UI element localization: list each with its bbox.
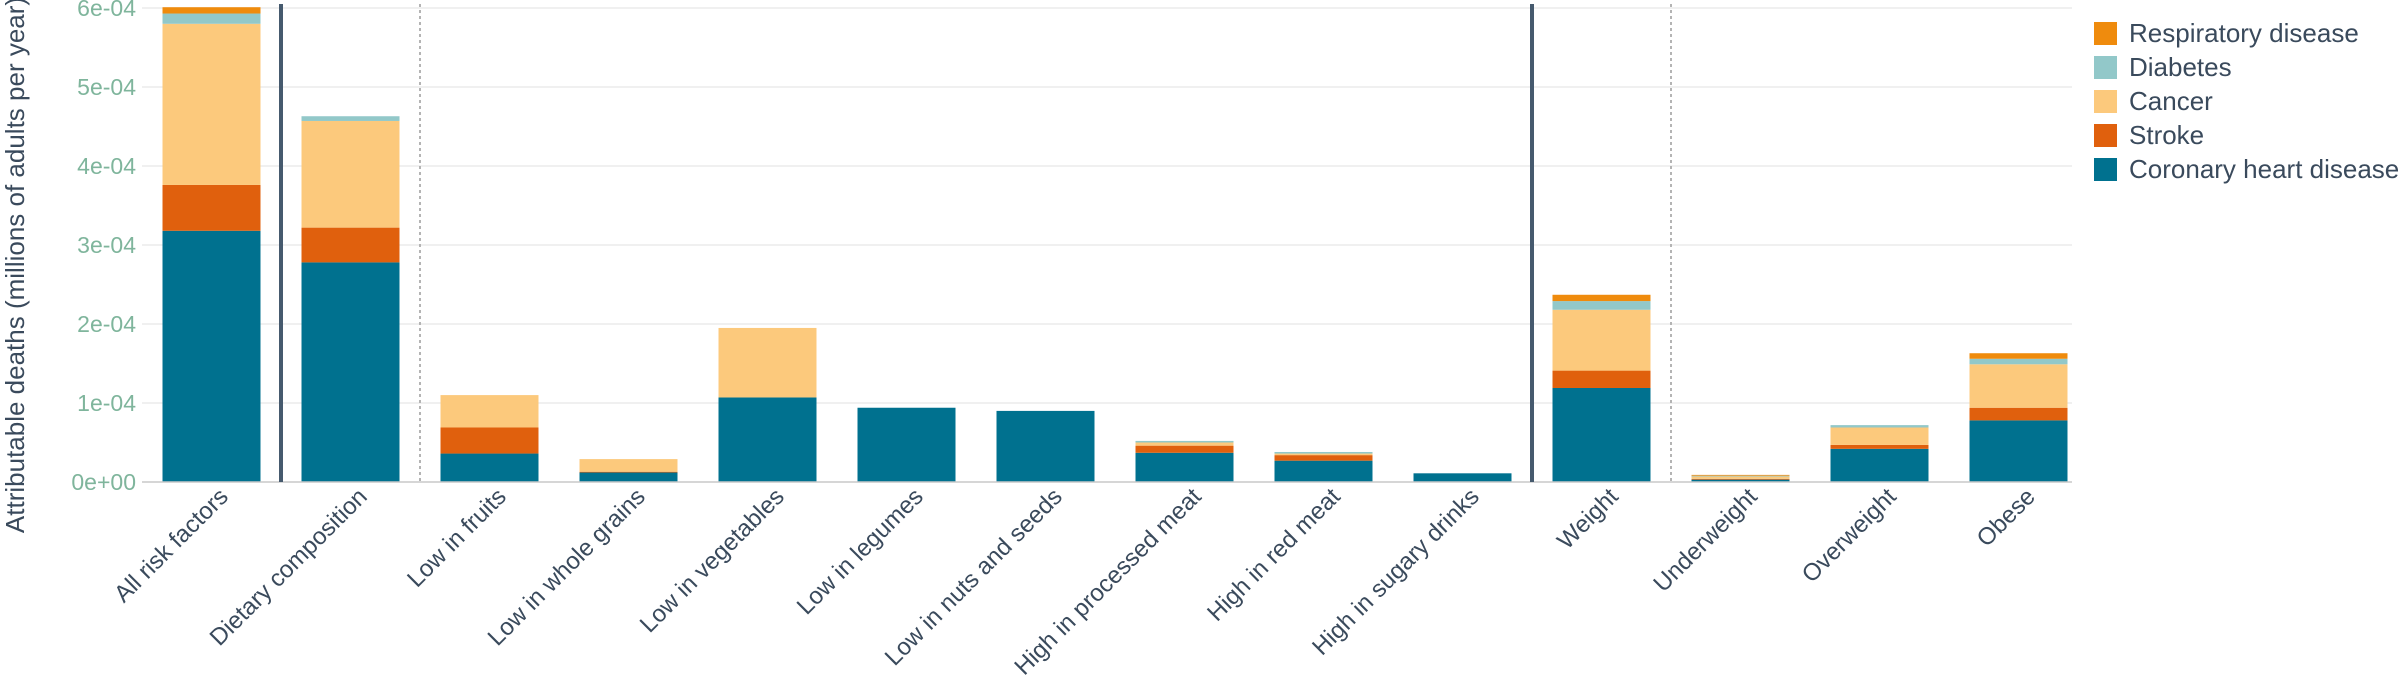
bar-low-in-fruits-coronary-heart-disease: [440, 453, 539, 482]
legend-item-respiratory-disease[interactable]: Respiratory disease: [2094, 16, 2399, 50]
y-tick-label-1: 1e-04: [77, 390, 136, 416]
legend-swatch-cancer: [2094, 89, 2117, 113]
bar-high-in-processed-meat-cancer: [1135, 442, 1234, 446]
bar-dietary-composition-coronary-heart-disease: [301, 262, 400, 482]
bar-high-in-red-meat-stroke: [1274, 455, 1373, 461]
legend-label-coronary-heart-disease: Coronary heart disease: [2129, 153, 2400, 184]
bar-dietary-composition-diabetes: [301, 116, 400, 121]
y-tick-label-6: 6e-04: [77, 0, 136, 21]
bar-dietary-composition-stroke: [301, 227, 400, 263]
bar-high-in-sugary-drinks-coronary-heart-disease: [1413, 473, 1512, 482]
legend-item-diabetes[interactable]: Diabetes: [2094, 50, 2399, 84]
bar-overweight-stroke: [1830, 444, 1929, 449]
bar-low-in-whole-grains-cancer: [579, 459, 678, 472]
chart-legend: Respiratory disease Diabetes Cancer Stroke C…: [2094, 16, 2399, 186]
bar-high-in-red-meat-coronary-heart-disease: [1274, 460, 1373, 482]
bar-overweight-coronary-heart-disease: [1830, 448, 1929, 482]
legend-swatch-respiratory-disease: [2094, 21, 2117, 45]
legend-swatch-coronary-heart-disease: [2094, 157, 2117, 181]
x-tick-label-low-in-fruits: Low in fruits: [402, 483, 512, 593]
y-tick-label-3: 3e-04: [77, 232, 136, 258]
bar-low-in-legumes-coronary-heart-disease: [857, 407, 956, 482]
legend-item-stroke[interactable]: Stroke: [2094, 118, 2399, 152]
x-tick-label-high-in-red-meat: High in red meat: [1202, 483, 1346, 627]
bar-weight-respiratory-disease: [1552, 294, 1651, 302]
legend-label-cancer: Cancer: [2129, 85, 2213, 116]
x-tick-label-dietary-composition: Dietary composition: [205, 483, 373, 651]
x-tick-label-overweight: Overweight: [1797, 483, 1902, 588]
bar-weight-stroke: [1552, 370, 1651, 388]
bar-underweight-stroke: [1691, 478, 1790, 480]
bar-low-in-nuts-and-seeds-coronary-heart-disease: [996, 410, 1095, 482]
bar-low-in-fruits-stroke: [440, 427, 539, 454]
bar-low-in-vegetables-cancer: [718, 327, 817, 398]
x-tick-label-low-in-whole-grains: Low in whole grains: [483, 483, 651, 651]
bar-obese-coronary-heart-disease: [1969, 420, 2068, 482]
bar-all-risk-factors-diabetes: [162, 13, 261, 24]
bar-high-in-processed-meat-diabetes: [1135, 440, 1234, 443]
x-tick-label-underweight: Underweight: [1648, 483, 1763, 598]
bar-underweight-cancer: [1691, 476, 1790, 479]
bar-high-in-processed-meat-coronary-heart-disease: [1135, 452, 1234, 482]
x-tick-label-all-risk-factors: All risk factors: [109, 483, 234, 608]
y-tick-label-2: 2e-04: [77, 311, 136, 337]
bar-weight-diabetes: [1552, 301, 1651, 310]
bar-underweight-coronary-heart-disease: [1691, 479, 1790, 482]
bar-all-risk-factors-cancer: [162, 23, 261, 185]
legend-label-respiratory-disease: Respiratory disease: [2129, 17, 2359, 48]
y-tick-label-4: 4e-04: [77, 153, 136, 179]
bar-underweight-diabetes: [1691, 475, 1790, 477]
legend-swatch-diabetes: [2094, 55, 2117, 79]
bar-dietary-composition-cancer: [301, 120, 400, 228]
x-tick-label-weight: Weight: [1552, 483, 1624, 555]
bar-overweight-cancer: [1830, 427, 1929, 445]
bar-all-risk-factors-coronary-heart-disease: [162, 230, 261, 482]
bar-low-in-whole-grains-coronary-heart-disease: [579, 472, 678, 482]
bar-underweight-respiratory-disease: [1691, 474, 1790, 476]
bar-all-risk-factors-stroke: [162, 184, 261, 231]
bar-obese-respiratory-disease: [1969, 353, 2068, 359]
bar-obese-cancer: [1969, 364, 2068, 408]
legend-label-stroke: Stroke: [2129, 119, 2205, 150]
bar-weight-coronary-heart-disease: [1552, 387, 1651, 482]
bar-obese-diabetes: [1969, 358, 2068, 365]
bar-weight-cancer: [1552, 309, 1651, 371]
bar-low-in-fruits-cancer: [440, 395, 539, 428]
bar-high-in-processed-meat-stroke: [1135, 445, 1234, 453]
bar-obese-stroke: [1969, 407, 2068, 421]
x-tick-label-obese: Obese: [1972, 483, 2041, 552]
legend-swatch-stroke: [2094, 123, 2117, 147]
bar-low-in-whole-grains-stroke: [579, 471, 678, 473]
y-tick-label-0: 0e+00: [71, 469, 136, 495]
bar-all-risk-factors-respiratory-disease: [162, 7, 261, 14]
legend-item-cancer[interactable]: Cancer: [2094, 84, 2399, 118]
y-tick-label-5: 5e-04: [77, 74, 136, 100]
y-axis-title: Attributable deaths (millions of adults …: [0, 0, 30, 533]
bar-overweight-diabetes: [1830, 425, 1929, 428]
bar-low-in-vegetables-coronary-heart-disease: [718, 397, 817, 482]
x-tick-label-low-in-legumes: Low in legumes: [792, 483, 929, 620]
legend-label-diabetes: Diabetes: [2129, 51, 2232, 82]
bar-high-in-red-meat-cancer: [1274, 453, 1373, 456]
x-tick-label-low-in-vegetables: Low in vegetables: [635, 483, 790, 638]
legend-item-coronary-heart-disease[interactable]: Coronary heart disease: [2094, 152, 2399, 186]
bar-high-in-red-meat-diabetes: [1274, 451, 1373, 454]
